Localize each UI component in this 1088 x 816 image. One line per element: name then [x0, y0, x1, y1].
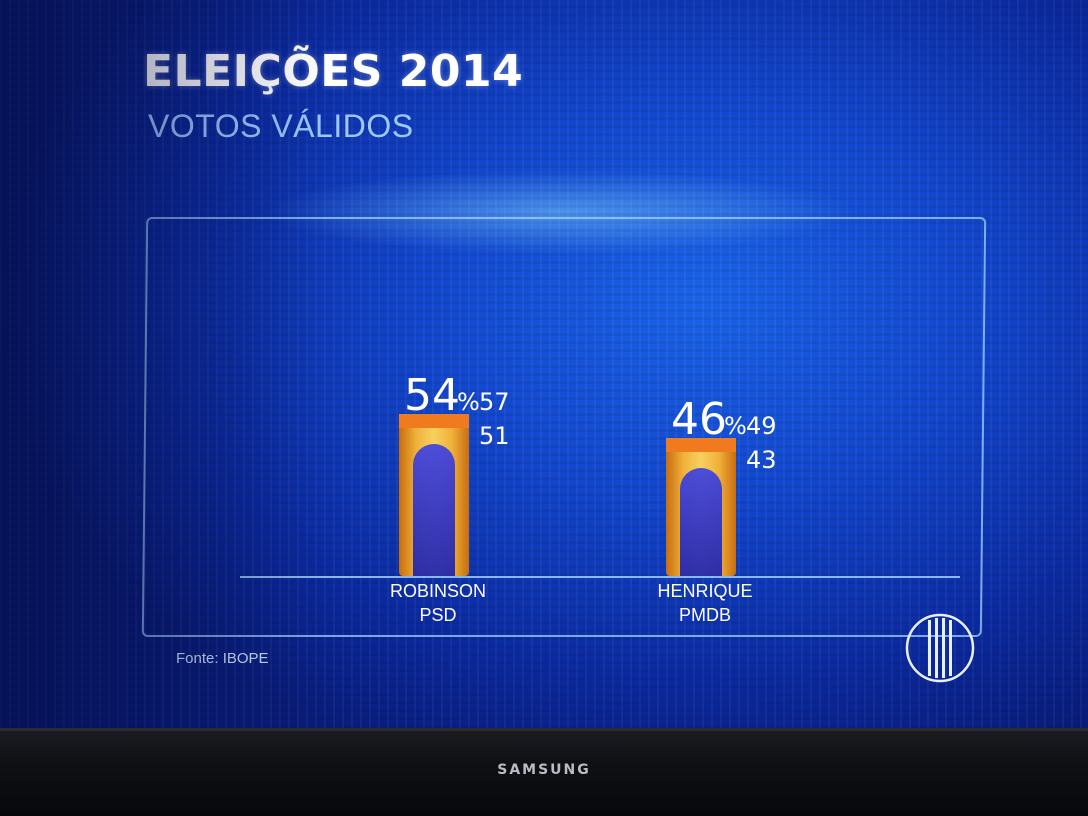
globo-logo-icon	[905, 613, 975, 683]
tv-bezel	[0, 728, 1088, 816]
bar-cap-robinson	[399, 414, 469, 428]
category-party-robinson: PSD	[419, 605, 456, 625]
chart-subtitle: VOTOS VÁLIDOS	[148, 108, 414, 144]
source-label: Fonte: IBOPE	[176, 650, 269, 667]
lower-bound-henrique: 43	[746, 446, 777, 474]
bar-group-robinson: 54% 57 51 ROBINSON PSD	[390, 370, 510, 625]
bar-group-henrique: 46% 49 43 HENRIQUE PMDB	[657, 394, 776, 625]
value-label-robinson: 54	[404, 370, 460, 421]
percent-sign: %	[457, 388, 480, 416]
category-party-henrique: PMDB	[679, 605, 731, 625]
percent-sign: %	[724, 412, 747, 440]
value-label-henrique: 46	[671, 394, 727, 445]
bezel-edge	[0, 728, 1088, 731]
upper-bound-henrique: 49	[746, 412, 777, 440]
bar-cap-henrique	[666, 438, 736, 452]
bar-inner-henrique	[680, 468, 722, 576]
lower-bound-robinson: 51	[479, 422, 510, 450]
tv-brand-logo: SAMSUNG	[497, 762, 591, 778]
tv-screen: ELEIÇÕES 2014 VOTOS VÁLIDOS 54% 57 51 ROBIN…	[0, 0, 1088, 728]
chart-title: ELEIÇÕES 2014	[143, 46, 524, 97]
upper-bound-robinson: 57	[479, 388, 510, 416]
category-name-robinson: ROBINSON	[390, 581, 486, 601]
bar-inner-robinson	[413, 444, 455, 576]
category-name-henrique: HENRIQUE	[657, 581, 752, 601]
